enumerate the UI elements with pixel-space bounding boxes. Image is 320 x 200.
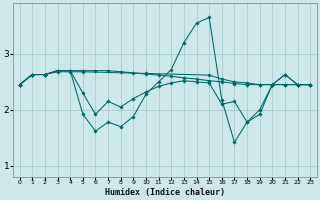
X-axis label: Humidex (Indice chaleur): Humidex (Indice chaleur): [105, 188, 225, 197]
